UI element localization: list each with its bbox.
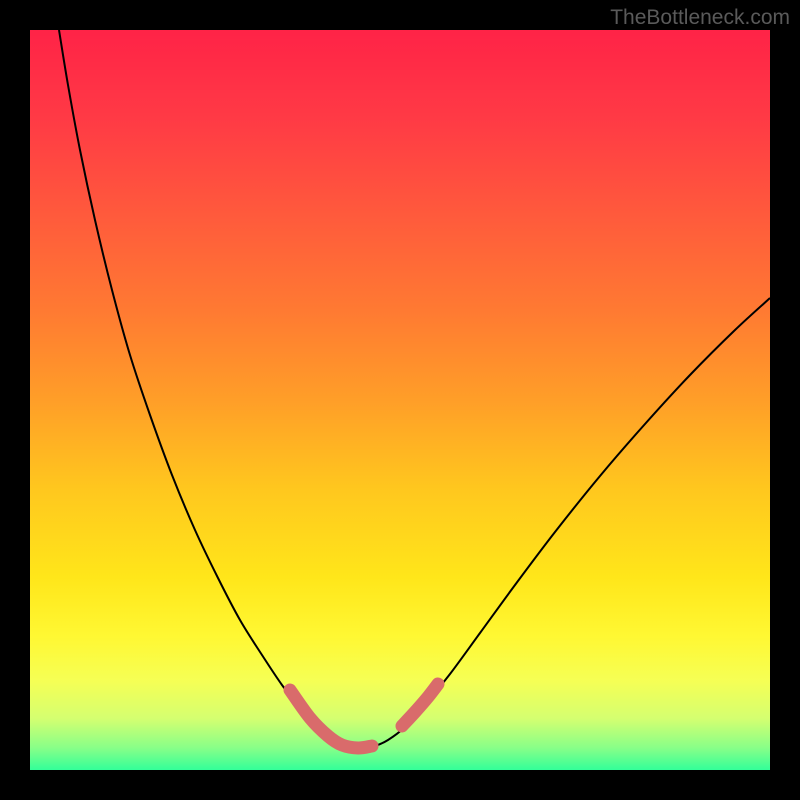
bottleneck-chart-svg bbox=[30, 30, 770, 770]
watermark-text: TheBottleneck.com bbox=[610, 6, 790, 30]
chart-container bbox=[30, 30, 770, 770]
gradient-background bbox=[30, 30, 770, 770]
